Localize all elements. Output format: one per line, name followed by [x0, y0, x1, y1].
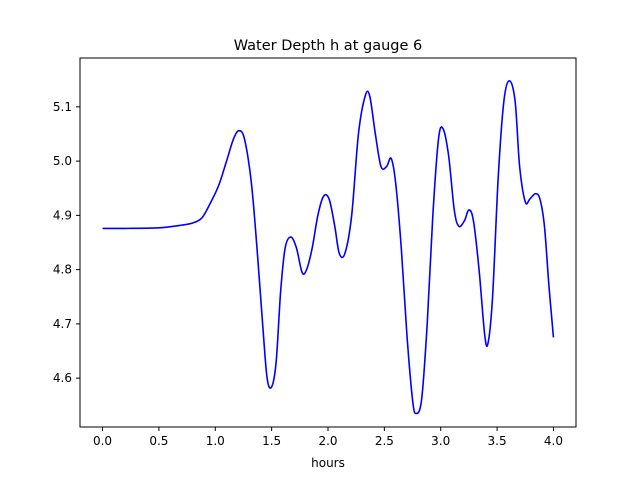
axes-frame [79, 57, 577, 428]
x-axis-label: hours [311, 456, 345, 470]
water-depth-series-line [102, 79, 555, 415]
x-tick-label: 4.0 [544, 434, 563, 448]
y-tick-label: 4.6 [53, 371, 72, 385]
y-tick-label: 5.1 [53, 100, 72, 114]
y-tick-label: 4.7 [53, 317, 72, 331]
x-axis-ticks: 0.0 0.5 1.0 1.5 2.0 2.5 3.0 3.5 4.0 [93, 427, 563, 448]
x-tick-label: 0.0 [93, 434, 112, 448]
x-tick-label: 3.5 [488, 434, 507, 448]
y-tick-label: 5.0 [53, 154, 72, 168]
y-tick-label: 4.9 [53, 208, 72, 222]
y-axis-ticks: 4.6 4.7 4.8 4.9 5.0 5.1 [53, 100, 80, 385]
x-tick-label: 2.5 [375, 434, 394, 448]
x-tick-label: 1.5 [262, 434, 281, 448]
x-tick-label: 0.5 [149, 434, 168, 448]
y-tick-label: 4.8 [53, 263, 72, 277]
x-tick-label: 1.0 [206, 434, 225, 448]
x-tick-label: 3.0 [431, 434, 450, 448]
x-tick-label: 2.0 [318, 434, 337, 448]
plot-area [102, 79, 555, 415]
chart-title: Water Depth h at gauge 6 [234, 38, 422, 54]
